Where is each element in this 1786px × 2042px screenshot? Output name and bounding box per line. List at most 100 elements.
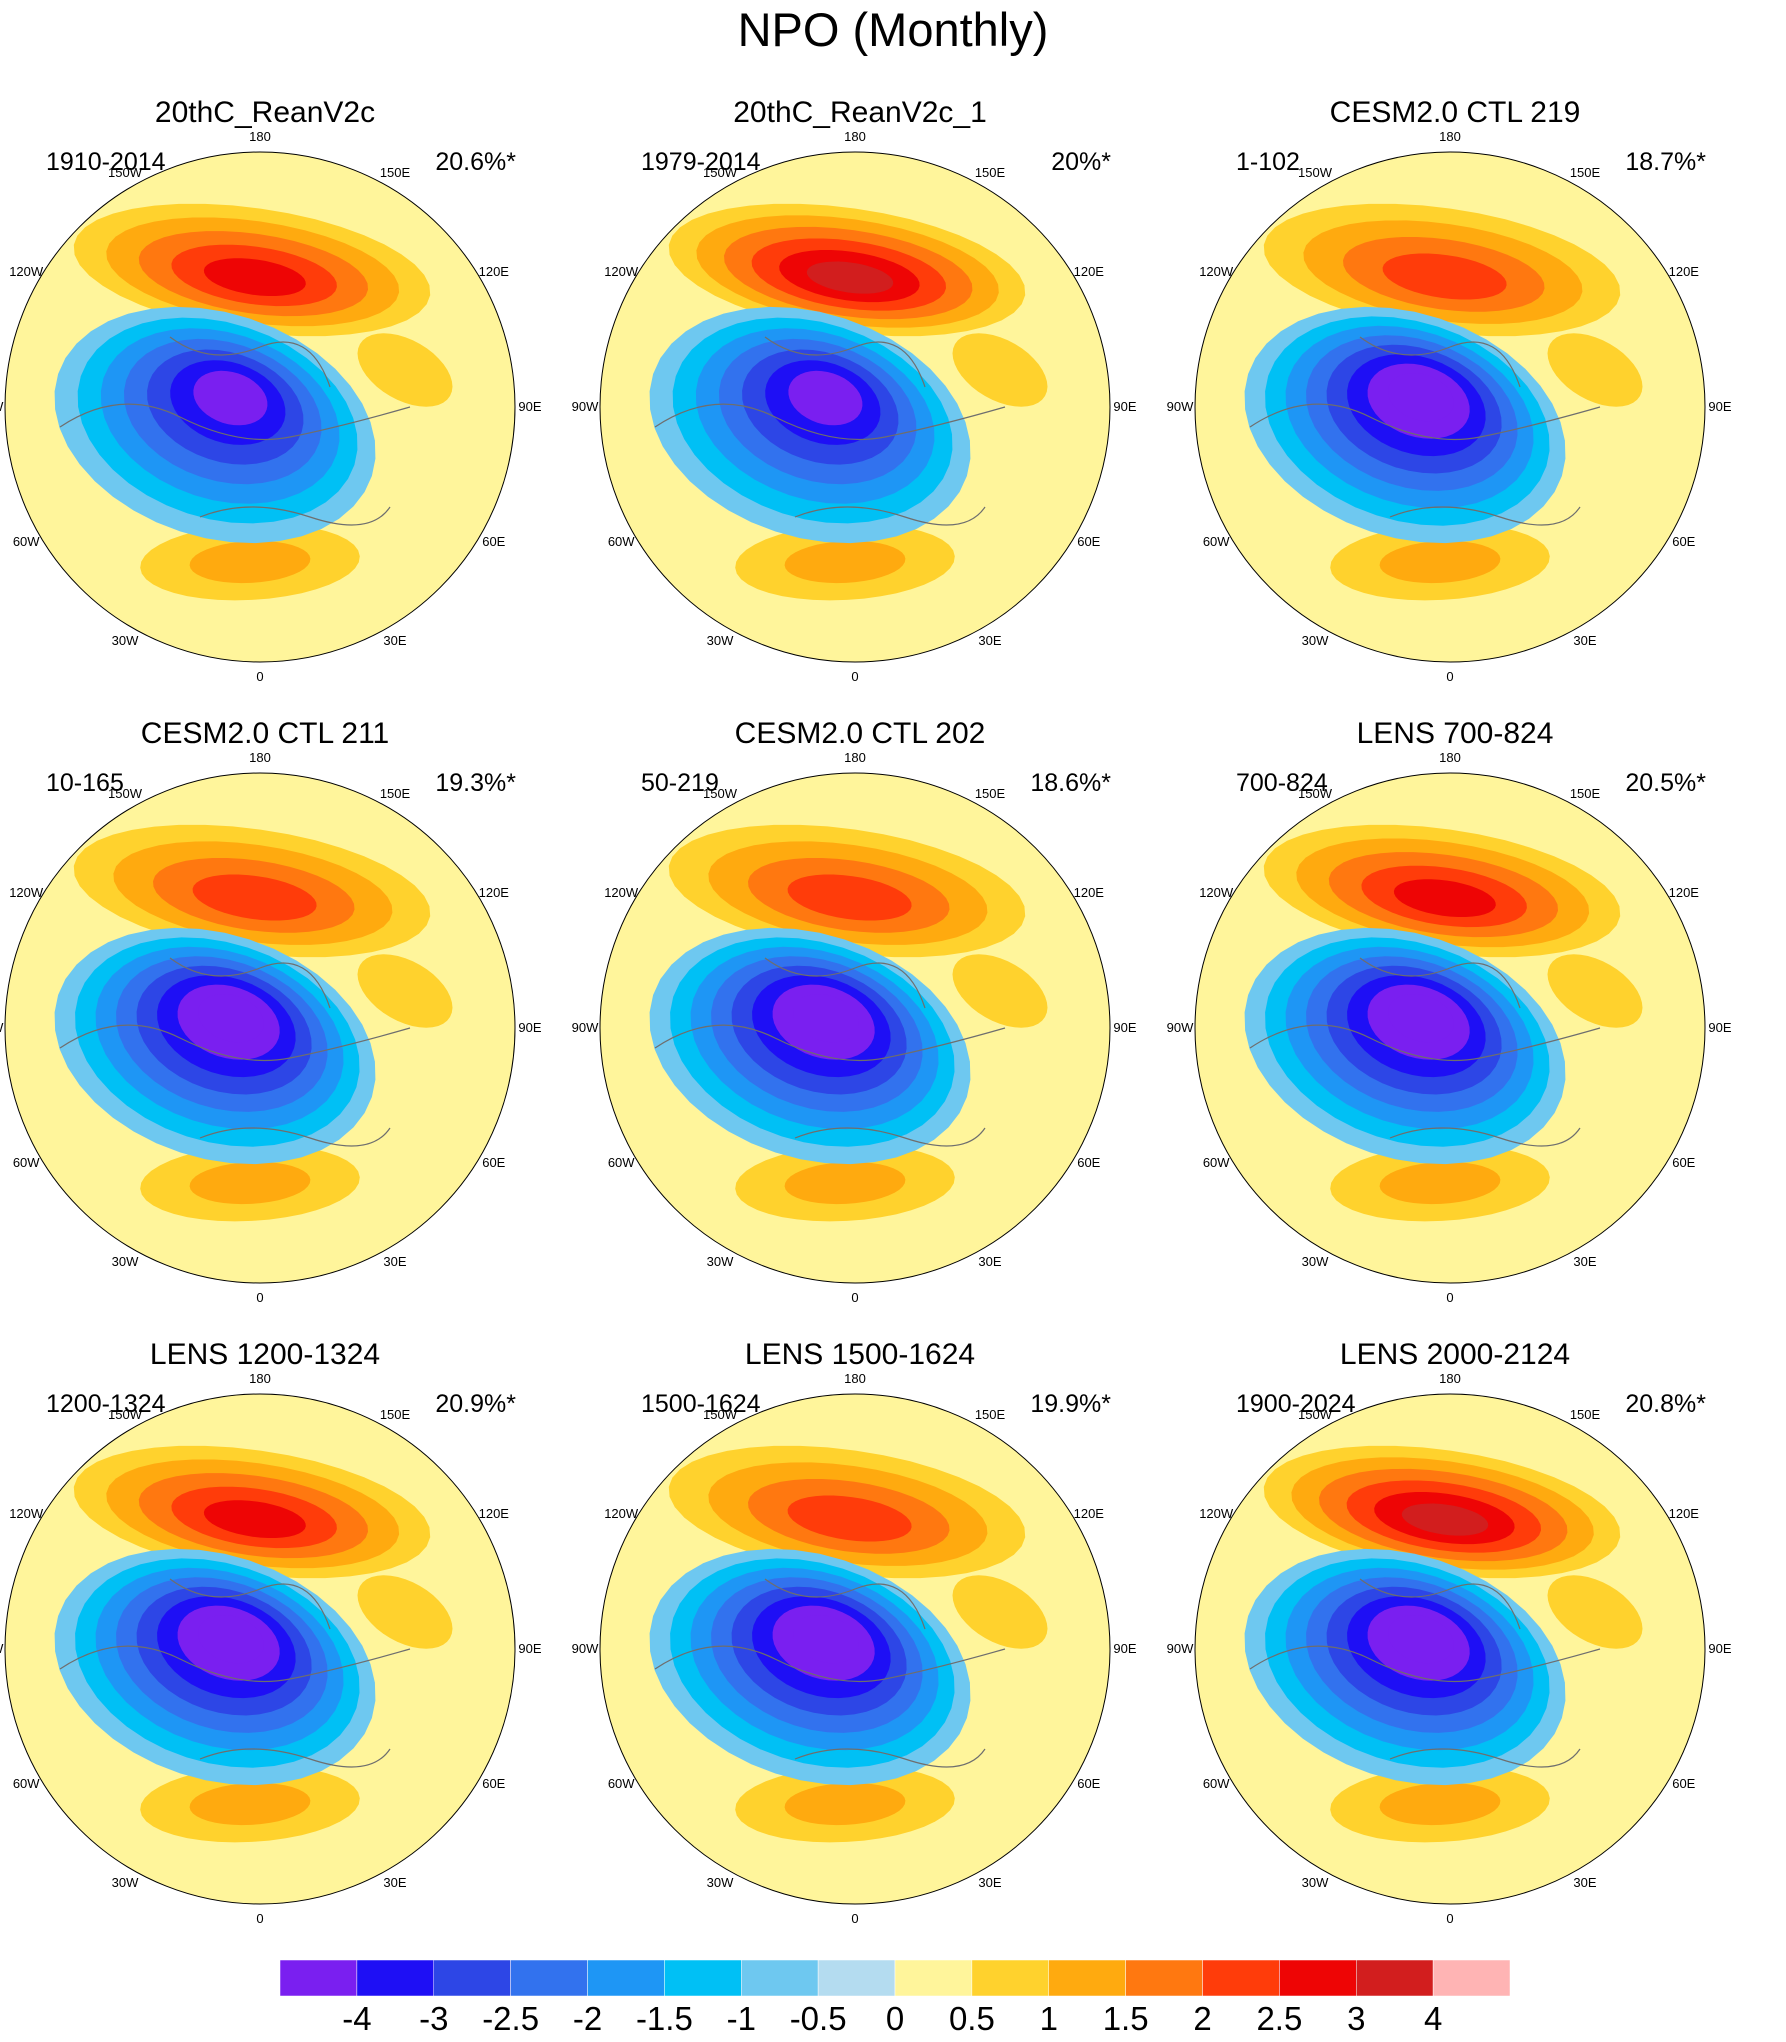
panel-title: LENS 1500-1624 [744, 1338, 976, 1371]
longitude-label: 120W [1199, 1506, 1234, 1521]
longitude-label: 30E [978, 1254, 1001, 1269]
contour-band-positive [1393, 879, 1496, 917]
coastline [654, 336, 1006, 526]
panel-variance-explained: 20.5%* [1625, 769, 1706, 797]
longitude-label: 90W [1167, 399, 1194, 414]
longitude-label: 180 [249, 750, 271, 765]
longitude-label: 30W [112, 1875, 139, 1890]
longitude-label: 180 [844, 129, 866, 144]
panel-title: LENS 2000-2124 [1339, 1338, 1571, 1371]
contour-band-negative [193, 370, 268, 426]
contour-band-positive [192, 874, 317, 921]
longitude-label: 180 [844, 1371, 866, 1386]
colorbar-tick-label: -1 [726, 2000, 756, 2037]
coastline [654, 1578, 1006, 1768]
longitude-label: 60W [1203, 534, 1230, 549]
panel-variance-explained: 19.9%* [1030, 1390, 1111, 1418]
longitude-label: 60E [482, 1155, 505, 1170]
longitude-label: 90W [0, 1641, 4, 1656]
longitude-label: 180 [1439, 129, 1461, 144]
panel-variance-explained: 19.3%* [435, 769, 516, 797]
longitude-label: 60W [13, 534, 40, 549]
map-panel: LENS 1500-1624 1500-1624 19.9%* 180 150E 120E… [572, 1337, 1191, 1957]
map-boundary [4, 772, 516, 1284]
panel-title: 20thC_ReanV2c_1 [733, 96, 987, 129]
coastline [1249, 957, 1601, 1147]
longitude-label: 60W [608, 1155, 635, 1170]
longitude-label: 0 [851, 1911, 858, 1926]
longitude-label: 120W [1199, 264, 1234, 279]
colorbar-tick-label: 2.5 [1256, 2000, 1303, 2037]
contour-band-positive [189, 540, 311, 584]
longitude-label: 60E [1077, 1776, 1100, 1791]
contour-band-positive [1547, 954, 1643, 1028]
colorbar-swatch [741, 1959, 819, 1997]
polar-map: 180 150E 120E 90E 60E 30E 0 30W 60W 90W 120W 150W [0, 1371, 542, 1926]
longitude-label: 150W [703, 786, 738, 801]
longitude-label: 30W [1302, 1875, 1329, 1890]
colorbar-swatch [1279, 1959, 1357, 1997]
colorbar-swatch [1432, 1959, 1511, 1997]
map-boundary [599, 772, 1111, 1284]
longitude-label: 90W [572, 1020, 599, 1035]
contour-band-negative [1388, 1615, 1454, 1664]
colorbar-swatch [279, 1959, 358, 1997]
map-boundary [1194, 772, 1706, 1284]
longitude-label: 150E [975, 1407, 1006, 1422]
longitude-label: 120E [1074, 1506, 1105, 1521]
map-boundary [599, 151, 1111, 663]
contour-band-negative [788, 370, 863, 426]
map-panel: CESM2.0 CTL 219 1-102 18.7%* 180 150E 120E 90E… [1167, 95, 1786, 715]
panel-period: 1900-2024 [1236, 1390, 1356, 1418]
contour-band-positive [357, 333, 453, 407]
longitude-label: 30W [1302, 633, 1329, 648]
colorbar-tick-label: 0.5 [948, 2000, 995, 2037]
contour-band-positive [952, 333, 1048, 407]
longitude-label: 30E [1573, 1875, 1596, 1890]
contour-band-positive [1401, 1503, 1489, 1536]
longitude-label: 0 [256, 669, 263, 684]
contour-band-positive [787, 1495, 912, 1542]
colorbar-tick-label: -2.5 [482, 2000, 540, 2037]
longitude-label: 120W [604, 264, 639, 279]
longitude-label: 90E [1708, 1020, 1731, 1035]
contour-band-positive [203, 1500, 306, 1538]
longitude-label: 60E [1672, 534, 1695, 549]
longitude-label: 90E [518, 1020, 541, 1035]
longitude-label: 60W [608, 534, 635, 549]
colorbar-swatch [894, 1959, 973, 1997]
longitude-label: 180 [249, 129, 271, 144]
longitude-label: 120E [1669, 264, 1700, 279]
panel-variance-explained: 18.6%* [1030, 769, 1111, 797]
longitude-label: 30E [383, 1875, 406, 1890]
colorbar-swatch [1048, 1959, 1126, 1997]
longitude-label: 150W [108, 1407, 143, 1422]
colorbar-swatch [1356, 1959, 1434, 1997]
map-boundary [599, 1393, 1111, 1905]
contour-band-positive [787, 874, 912, 921]
coastline [59, 336, 411, 526]
panel-period: 50-219 [641, 769, 719, 797]
colorbar-swatch [817, 1959, 896, 1997]
map-boundary [4, 151, 516, 663]
colorbar-swatch [1202, 1959, 1280, 1997]
colorbar-tick-label: 4 [1423, 2000, 1443, 2037]
longitude-label: 120E [1074, 264, 1105, 279]
longitude-label: 120W [604, 1506, 639, 1521]
colorbar-tick-label: -1.5 [635, 2000, 693, 2037]
longitude-label: 60W [608, 1776, 635, 1791]
longitude-label: 90E [1113, 399, 1136, 414]
longitude-label: 90W [572, 399, 599, 414]
longitude-label: 60E [482, 1776, 505, 1791]
contour-band-negative [1388, 373, 1454, 422]
longitude-label: 90E [518, 1641, 541, 1656]
longitude-label: 120E [479, 1506, 510, 1521]
longitude-label: 30W [112, 1254, 139, 1269]
polar-map: 180 150E 120E 90E 60E 30E 0 30W 60W 90W 120W 150W [572, 1371, 1137, 1926]
colorbar: -3 -2.5 -2 -1.5 -1 -0.5 0 0.5 1 1.5 2 2.5 3 -4 4 [279, 1959, 1511, 2042]
longitude-label: 0 [851, 1290, 858, 1305]
panel-title: CESM2.0 CTL 202 [734, 717, 986, 750]
colorbar-swatch [433, 1959, 511, 1997]
longitude-label: 150W [1298, 1407, 1333, 1422]
longitude-label: 120E [1669, 885, 1700, 900]
